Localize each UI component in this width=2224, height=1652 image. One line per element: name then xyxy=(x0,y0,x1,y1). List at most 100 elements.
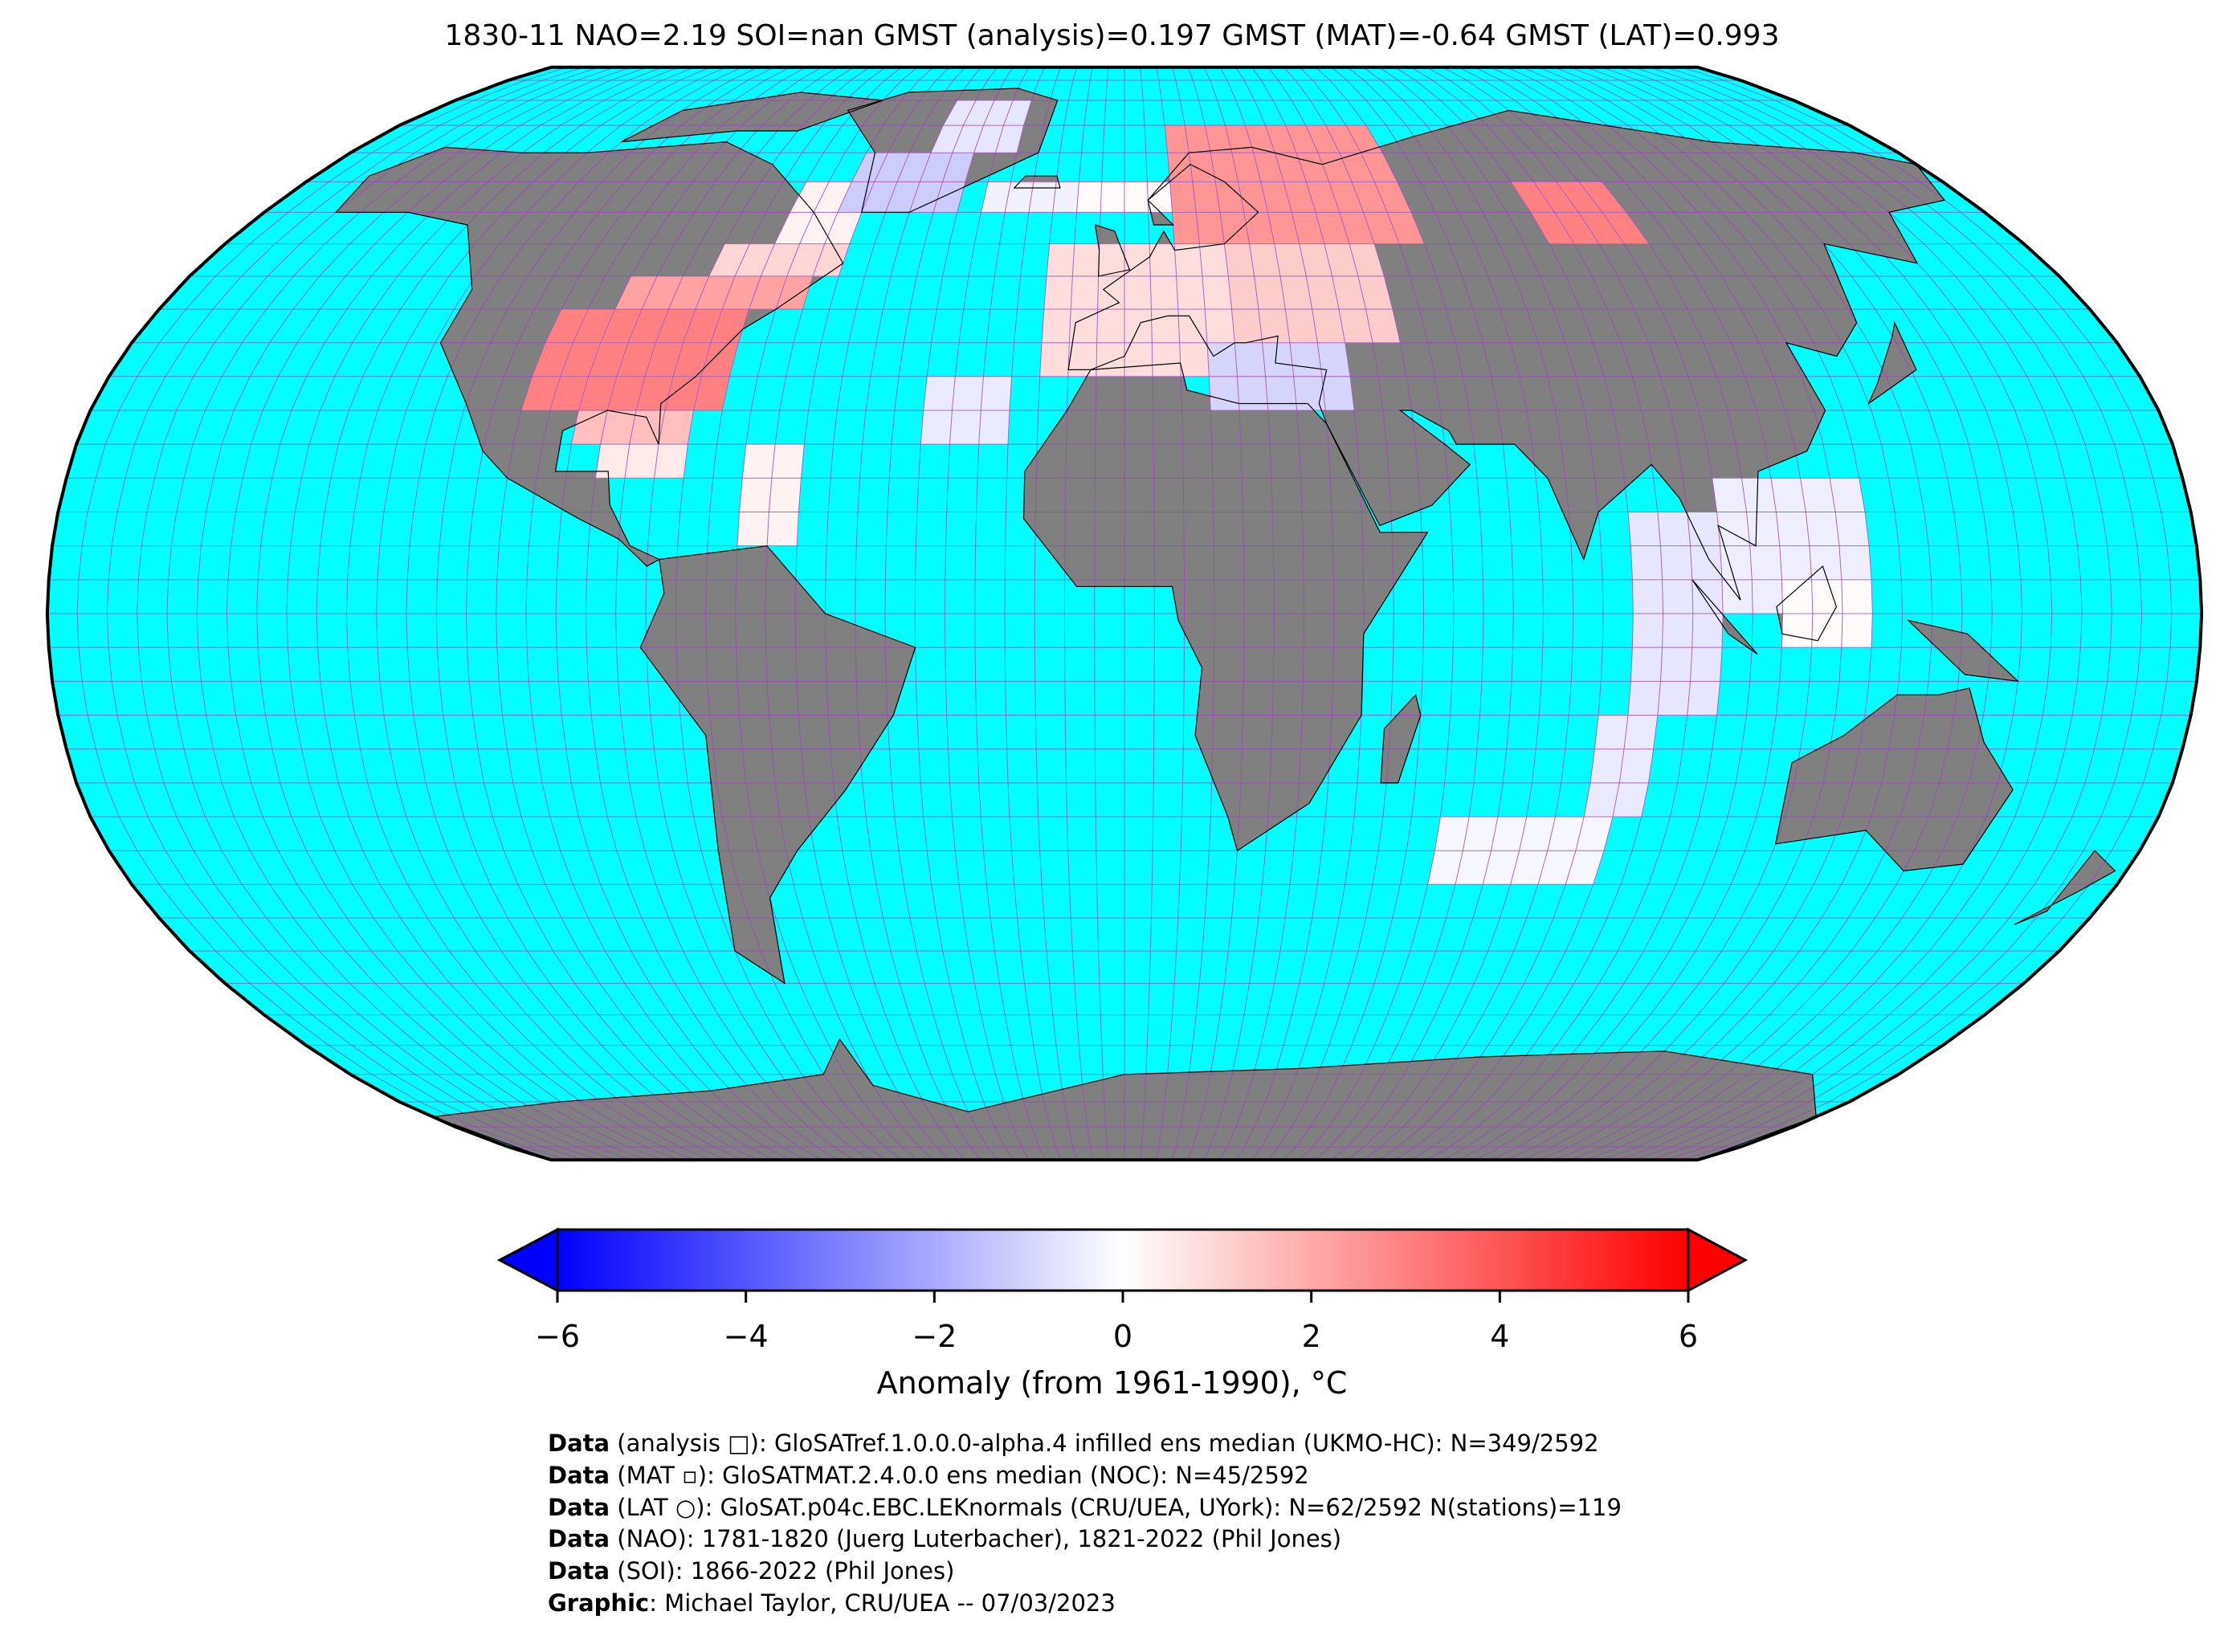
anomaly-cell xyxy=(1630,545,1663,581)
anomaly-cell xyxy=(1076,182,1103,213)
anomaly-cell xyxy=(1630,647,1663,682)
anomaly-cell xyxy=(1781,579,1814,614)
anomaly-cell xyxy=(1623,715,1659,749)
credits-block: Data (analysis □): GloSATref.1.0.0.0-alp… xyxy=(548,1428,1622,1620)
colorbar-extend-high xyxy=(1687,1227,1749,1293)
anomaly-cell xyxy=(1811,579,1843,614)
anomaly-cell xyxy=(1811,613,1843,648)
anomaly-cell xyxy=(1202,275,1232,310)
coastline-australia xyxy=(1774,687,2014,872)
land-japan xyxy=(1868,322,1916,404)
anomaly-cell xyxy=(1716,512,1751,546)
coastline-iceland xyxy=(1013,175,1061,189)
anomaly-cell xyxy=(1632,613,1663,648)
anomaly-cell xyxy=(1289,342,1323,377)
anomaly-cell xyxy=(1124,182,1149,213)
credit-line: Data (LAT ○): GloSAT.p04c.EBC.LEKnormals… xyxy=(548,1492,1622,1524)
anomaly-cell xyxy=(1321,376,1355,411)
land-madagascar xyxy=(1381,695,1421,783)
colorbar-tick-label: 0 xyxy=(1112,1319,1133,1354)
coastline-greenland xyxy=(847,88,1059,213)
coastline-new-guinea xyxy=(1906,619,2020,683)
anomaly-cell xyxy=(1660,545,1693,581)
coastline-eurasia xyxy=(1067,109,1946,601)
anomaly-cell xyxy=(1149,275,1179,310)
anomaly-cell xyxy=(920,410,953,445)
anomaly-cell xyxy=(654,443,688,479)
anomaly-cell xyxy=(1097,275,1125,310)
anomaly-cell xyxy=(769,478,802,512)
credit-text: (analysis □): GloSATref.1.0.0.0-alpha.4 … xyxy=(610,1430,1599,1457)
anomaly-cell xyxy=(1751,579,1783,614)
coastline-great-britain xyxy=(1094,224,1131,277)
anomaly-cell xyxy=(1124,308,1153,344)
anomaly-cell xyxy=(949,410,981,445)
credit-line: Data (analysis □): GloSATref.1.0.0.0-alp… xyxy=(548,1428,1622,1460)
anomaly-cell xyxy=(1841,579,1873,614)
credit-key: Data xyxy=(548,1430,610,1457)
anomaly-cell xyxy=(1834,512,1870,546)
anomaly-cell xyxy=(1690,545,1723,581)
anomaly-cell xyxy=(1712,478,1747,512)
anomaly-cell xyxy=(1800,478,1836,512)
anomaly-cell xyxy=(624,443,659,479)
coastline-japan xyxy=(1867,320,1917,406)
anomaly-cell xyxy=(1234,342,1266,377)
colorbar-tick-label: 2 xyxy=(1301,1319,1321,1354)
coastline-madagascar xyxy=(1380,693,1422,784)
credit-key: Data xyxy=(548,1493,610,1521)
anomaly-cell xyxy=(1662,579,1694,614)
coastlines xyxy=(334,88,2116,1160)
colorbar-label: Anomaly (from 1961-1990), °C xyxy=(876,1365,1348,1401)
coastline-north-america xyxy=(334,141,844,567)
anomaly-cell xyxy=(1662,613,1694,648)
credit-text: (SOI): 1866-2022 (Phil Jones) xyxy=(610,1557,955,1585)
anomaly-cell xyxy=(1151,308,1181,344)
coastline-south-america xyxy=(639,545,916,985)
anomaly-cell xyxy=(1176,275,1206,310)
anomaly-cell xyxy=(1231,308,1263,344)
credit-line: Graphic: Michael Taylor, CRU/UEA -- 07/0… xyxy=(548,1588,1622,1620)
anomaly-cell xyxy=(1039,342,1070,377)
anomaly-cell xyxy=(1046,243,1075,277)
anomaly-cell xyxy=(980,376,1012,411)
anomaly-cell xyxy=(1779,545,1812,581)
credit-key: Graphic xyxy=(548,1589,650,1617)
anomaly-cell xyxy=(1209,376,1240,411)
anomaly-cell xyxy=(1687,681,1720,716)
anomaly-cell xyxy=(1741,478,1777,512)
anomaly-cell xyxy=(1770,478,1806,512)
anomaly-cell xyxy=(1100,182,1125,213)
anomaly-cell xyxy=(1237,376,1269,411)
anomaly-cell xyxy=(1316,342,1351,377)
anomaly-cell xyxy=(1660,647,1693,682)
coastline-sumatra xyxy=(1691,579,1758,655)
anomaly-cell xyxy=(1627,512,1661,546)
anomaly-cell xyxy=(1195,212,1225,244)
anomaly-cell xyxy=(1043,275,1073,310)
anomaly-cell xyxy=(1227,275,1259,310)
anomaly-cell xyxy=(766,512,799,546)
colorbar-gradient xyxy=(556,1228,1690,1292)
coastline-antarctica xyxy=(432,1038,1817,1160)
coastline-new-zealand xyxy=(2014,850,2116,925)
coastline-africa xyxy=(1022,362,1429,852)
anomaly-cell xyxy=(771,443,805,479)
credit-text: (MAT ▫): GloSATMAT.2.4.0.0 ens median (N… xyxy=(610,1461,1309,1489)
credit-text: : Michael Taylor, CRU/UEA -- 07/03/2023 xyxy=(649,1589,1116,1617)
anomaly-cell xyxy=(1169,182,1197,213)
anomaly-cell xyxy=(1258,308,1291,344)
map-title: 1830-11 NAO=2.19 SOI=nan GMST (analysis)… xyxy=(444,19,1780,52)
anomaly-cell xyxy=(1594,715,1629,749)
anomaly-cell xyxy=(1262,342,1295,377)
anomaly-cell xyxy=(1198,243,1229,277)
anomaly-cell xyxy=(1265,376,1297,411)
anomaly-cell xyxy=(1657,681,1691,716)
anomaly-cell xyxy=(1720,545,1753,581)
anomaly-cell xyxy=(1071,243,1100,277)
land-new-zealand xyxy=(2014,850,2116,925)
credit-line: Data (SOI): 1866-2022 (Phil Jones) xyxy=(548,1556,1622,1588)
anomaly-cell xyxy=(1151,342,1181,377)
anomaly-cell xyxy=(595,443,630,479)
anomaly-cell xyxy=(978,410,1010,445)
